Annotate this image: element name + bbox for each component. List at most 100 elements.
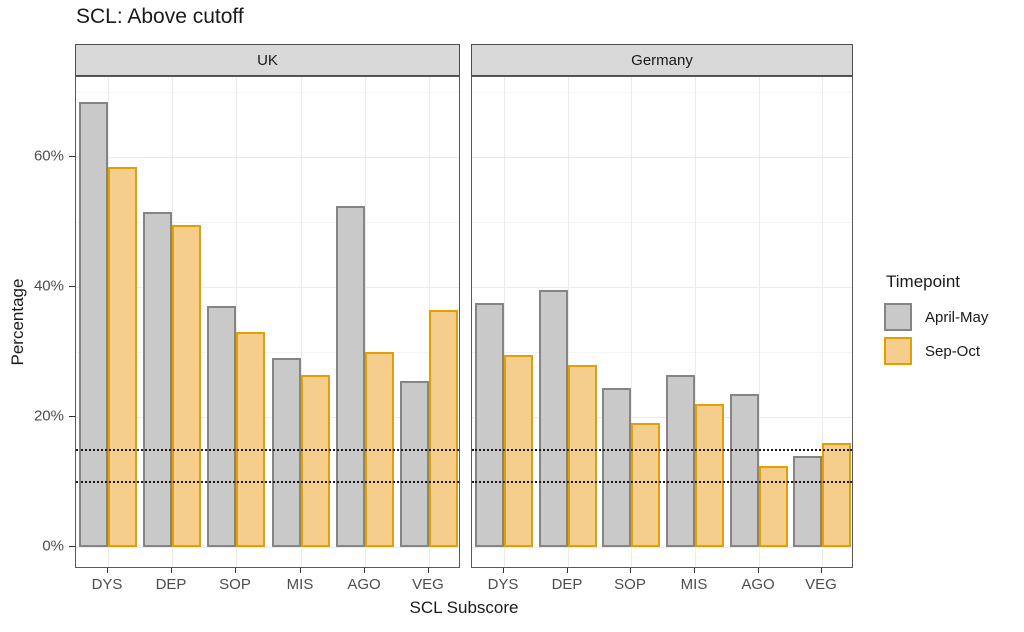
- x-tick: [171, 568, 172, 573]
- category-gridline: [236, 77, 237, 567]
- legend-item-sep-oct: Sep-Oct: [884, 336, 988, 366]
- x-tick: [630, 568, 631, 573]
- bar-ago-april-may: [730, 394, 759, 547]
- bar-dys-sep-oct: [108, 167, 137, 547]
- x-tick: [300, 568, 301, 573]
- facet-strip-label: UK: [257, 51, 278, 69]
- bar-veg-april-may: [400, 381, 429, 547]
- x-tick: [567, 568, 568, 573]
- category-gridline: [695, 77, 696, 567]
- x-tick: [821, 568, 822, 573]
- legend-item-april-may: April-May: [884, 302, 988, 332]
- plot-area-uk: [75, 76, 460, 568]
- chart-title: SCL: Above cutoff: [76, 5, 244, 28]
- x-tick: [503, 568, 504, 573]
- cutoff-reference-line: [76, 481, 459, 483]
- legend-label: April-May: [925, 308, 989, 326]
- y-tick: [69, 156, 75, 157]
- y-tick: [69, 546, 75, 547]
- x-tick: [107, 568, 108, 573]
- bar-ago-april-may: [336, 206, 365, 547]
- y-tick-label: 0%: [42, 537, 64, 555]
- x-tick-label: DYS: [91, 576, 123, 593]
- bar-sop-april-may: [207, 306, 236, 547]
- major-gridline: [76, 417, 459, 418]
- category-gridline: [822, 77, 823, 567]
- x-tick: [758, 568, 759, 573]
- x-tick-label: DEP: [551, 576, 583, 593]
- minor-gridline: [76, 92, 459, 93]
- y-axis-title: Percentage: [8, 278, 27, 366]
- category-gridline: [568, 77, 569, 567]
- bar-mis-april-may: [272, 358, 301, 547]
- bar-sop-sep-oct: [236, 332, 265, 547]
- y-tick-label: 20%: [33, 407, 64, 425]
- category-gridline: [759, 77, 760, 567]
- bar-dep-sep-oct: [568, 365, 597, 547]
- major-gridline: [472, 547, 852, 548]
- legend-label: Sep-Oct: [925, 342, 981, 360]
- x-tick: [428, 568, 429, 573]
- bar-dep-april-may: [539, 290, 568, 547]
- x-tick-label: AGO: [347, 576, 381, 593]
- x-tick-label: DEP: [155, 576, 187, 593]
- x-tick: [364, 568, 365, 573]
- y-tick-label: 40%: [33, 277, 64, 295]
- bar-dys-sep-oct: [504, 355, 533, 547]
- bar-mis-sep-oct: [301, 375, 330, 547]
- bar-dys-april-may: [79, 102, 108, 547]
- major-gridline: [76, 547, 459, 548]
- bar-ago-sep-oct: [759, 466, 788, 547]
- category-gridline: [365, 77, 366, 567]
- minor-gridline: [472, 222, 852, 223]
- legend-title: Timepoint: [886, 272, 961, 291]
- y-tick: [69, 416, 75, 417]
- minor-gridline: [76, 222, 459, 223]
- facet-strip-label: Germany: [631, 51, 693, 69]
- x-tick-label: MIS: [286, 576, 314, 593]
- y-tick-label: 60%: [33, 147, 64, 165]
- minor-gridline: [76, 352, 459, 353]
- legend-swatch-sep-oct: [884, 337, 912, 365]
- bar-mis-april-may: [666, 375, 695, 547]
- major-gridline: [472, 417, 852, 418]
- category-gridline: [631, 77, 632, 567]
- bar-veg-sep-oct: [429, 310, 458, 547]
- legend-swatch-april-may: [884, 303, 912, 331]
- major-gridline: [76, 157, 459, 158]
- bar-dep-april-may: [143, 212, 172, 547]
- x-tick-label: AGO: [741, 576, 775, 593]
- category-gridline: [504, 77, 505, 567]
- legend: Timepoint April-May Sep-Oct: [884, 272, 988, 370]
- x-tick: [694, 568, 695, 573]
- cutoff-reference-line: [472, 448, 852, 451]
- bar-dys-april-may: [475, 303, 504, 547]
- cutoff-reference-line: [472, 481, 852, 483]
- x-axis-title: SCL Subscore: [409, 598, 519, 617]
- major-gridline: [76, 287, 459, 288]
- bar-sop-april-may: [602, 388, 631, 547]
- cutoff-reference-line: [76, 448, 459, 451]
- x-tick-label: VEG: [412, 576, 444, 593]
- bar-sop-sep-oct: [631, 423, 660, 547]
- facet-strip-germany: Germany: [471, 44, 853, 76]
- bar-mis-sep-oct: [695, 404, 724, 547]
- x-tick-label: SOP: [219, 576, 251, 593]
- x-tick-label: SOP: [614, 576, 646, 593]
- facet-strip-uk: UK: [75, 44, 460, 76]
- bar-veg-sep-oct: [822, 443, 851, 547]
- major-gridline: [472, 287, 852, 288]
- minor-gridline: [472, 352, 852, 353]
- x-tick-label: VEG: [805, 576, 837, 593]
- x-tick-label: MIS: [680, 576, 708, 593]
- x-tick: [235, 568, 236, 573]
- plot-area-germany: [471, 76, 853, 568]
- major-gridline: [472, 157, 852, 158]
- minor-gridline: [472, 92, 852, 93]
- y-tick: [69, 286, 75, 287]
- bar-dep-sep-oct: [172, 225, 201, 547]
- category-gridline: [301, 77, 302, 567]
- bar-veg-april-may: [793, 456, 822, 547]
- x-tick-label: DYS: [487, 576, 519, 593]
